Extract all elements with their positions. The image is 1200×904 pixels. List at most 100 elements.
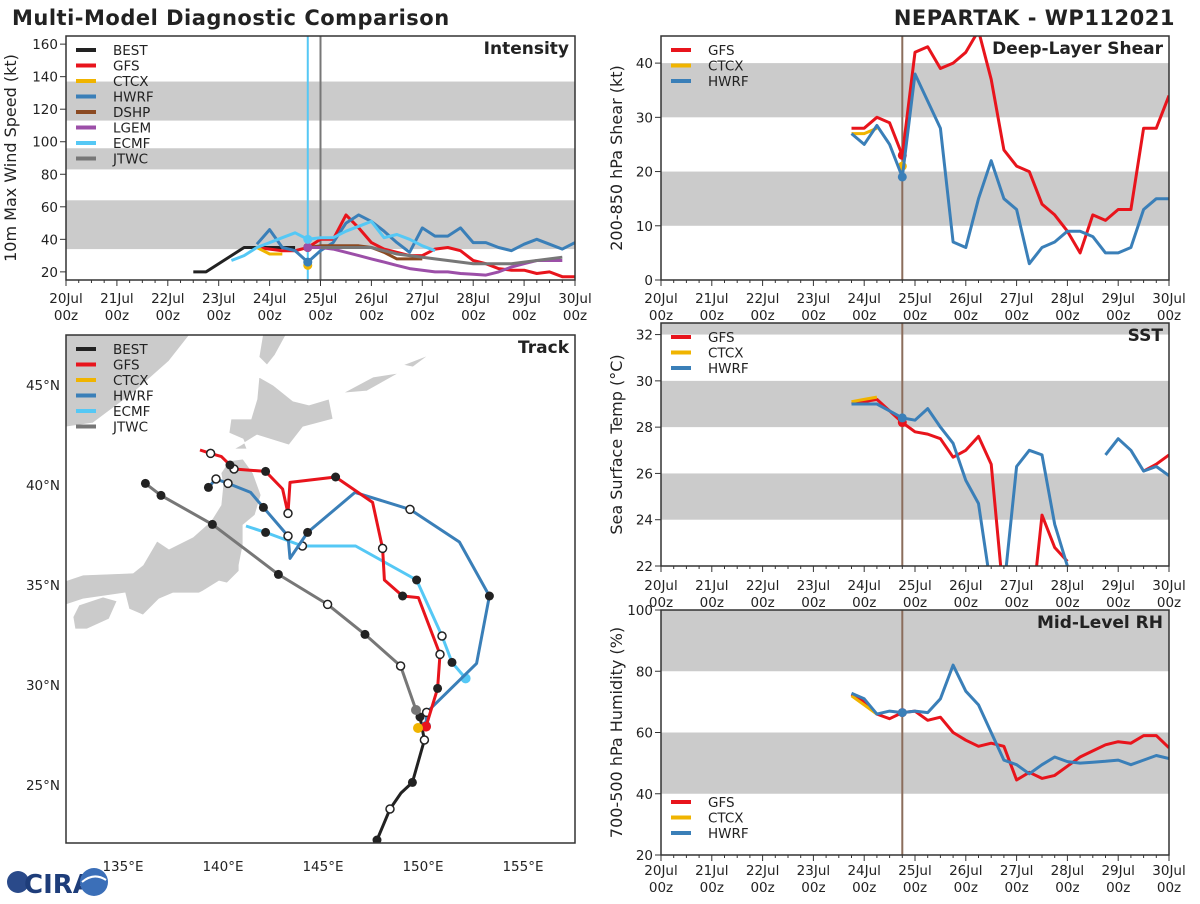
- y-tick-label: 40: [636, 787, 653, 803]
- track-line-best: [372, 716, 426, 843]
- track-point-12z: [437, 631, 447, 641]
- legend-label-hwrf: HWRF: [708, 826, 749, 842]
- x-tick-label-hour: 00z: [700, 308, 724, 324]
- x-tick-label-hour: 00z: [1055, 880, 1079, 896]
- x-tick-label-date: 21Jul: [695, 291, 728, 307]
- cira-logo: CIRA: [7, 868, 108, 900]
- shaded-band: [661, 473, 1169, 520]
- x-tick-label-date: 21Jul: [695, 578, 728, 594]
- x-tick-label-date: 30Jul: [558, 291, 591, 307]
- y-tick-label: 28: [636, 420, 653, 436]
- track-point-00z: [258, 502, 268, 512]
- y-tick-label: 24: [636, 513, 653, 529]
- x-tick-label-hour: 00z: [105, 308, 129, 324]
- lon-tick-label: 155°E: [502, 859, 543, 875]
- y-tick-label: 30: [636, 374, 653, 390]
- x-tick-label-hour: 00z: [54, 308, 78, 324]
- x-tick-label-date: 21Jul: [100, 291, 133, 307]
- y-tick-label: 22: [636, 559, 653, 575]
- series-line-hwrf: [850, 72, 1169, 266]
- track-point-12z: [211, 474, 221, 484]
- lat-tick-label: 30°N: [26, 678, 60, 694]
- x-tick-label-hour: 00z: [461, 308, 485, 324]
- track-point-00z: [415, 712, 425, 722]
- x-tick-label-date: 29Jul: [1101, 291, 1134, 307]
- x-tick-label-date: 25Jul: [304, 291, 337, 307]
- x-tick-label-hour: 00z: [1157, 308, 1181, 324]
- current-point-hwrf: [897, 708, 907, 718]
- x-tick-label-date: 23Jul: [202, 291, 235, 307]
- x-tick-label-hour: 00z: [1004, 880, 1028, 896]
- track-point-00z: [447, 657, 457, 667]
- x-tick-label-hour: 00z: [563, 308, 587, 324]
- legend-label-gfs: GFS: [708, 330, 735, 346]
- x-tick-label-date: 22Jul: [151, 291, 184, 307]
- track-point-12z: [385, 804, 395, 814]
- shaded-band: [661, 171, 1169, 226]
- legend-label-hwrf: HWRF: [113, 389, 154, 405]
- y-tick-label: 100: [627, 603, 653, 619]
- track-point-12z: [283, 508, 293, 519]
- y-tick-label: 0: [644, 273, 653, 289]
- x-tick-label-hour: 00z: [1157, 880, 1181, 896]
- track-point-12z: [377, 543, 388, 554]
- panel-title: Track: [518, 338, 570, 358]
- x-tick-label-date: 24Jul: [847, 863, 880, 879]
- lat-tick-label: 45°N: [26, 378, 60, 394]
- landmass: [222, 376, 334, 456]
- x-tick-label-hour: 00z: [1004, 595, 1028, 611]
- track-start-ctcx: [413, 723, 423, 733]
- track-point-12z: [395, 661, 406, 671]
- x-tick-label-date: 27Jul: [406, 291, 439, 307]
- x-tick-label-hour: 00z: [649, 880, 673, 896]
- y-tick-label: 32: [636, 328, 653, 344]
- panel-sst: 22242628303220Jul00z21Jul00z22Jul00z23Ju…: [607, 322, 1186, 611]
- legend-label-ctcx: CTCX: [113, 373, 149, 389]
- x-tick-label-hour: 00z: [1055, 308, 1079, 324]
- y-tick-label: 60: [636, 726, 653, 742]
- y-tick-label: 20: [636, 165, 653, 181]
- legend-label-ctcx: CTCX: [113, 74, 149, 90]
- x-tick-label-date: 28Jul: [456, 291, 489, 307]
- panel-intensity: 2040608010012014016020Jul00z21Jul00z22Ju…: [1, 35, 592, 324]
- x-tick-label-hour: 00z: [903, 308, 927, 324]
- shaded-band: [661, 323, 1169, 335]
- x-tick-label-date: 30Jul: [1152, 578, 1185, 594]
- panel-track: 135°E 140°E 145°E 150°E 155°E 45°N 40°N 35°N 30°…: [26, 334, 576, 875]
- x-tick-label-hour: 00z: [700, 595, 724, 611]
- track-point-12z: [435, 649, 445, 660]
- legend-label-hwrf: HWRF: [113, 90, 154, 106]
- x-tick-label-date: 27Jul: [1000, 291, 1033, 307]
- landmass: [72, 596, 118, 630]
- shaded-band: [661, 63, 1169, 118]
- x-tick-label-hour: 00z: [1157, 595, 1181, 611]
- track-point-00z: [331, 472, 341, 482]
- x-tick-label-date: 30Jul: [1152, 863, 1185, 879]
- series-line-ctcx: [851, 395, 878, 404]
- track-point-00z: [140, 478, 150, 488]
- panel-title: SST: [1128, 326, 1164, 346]
- x-tick-label-date: 23Jul: [797, 578, 830, 594]
- y-tick-label: 120: [32, 102, 58, 118]
- map-frame: [65, 334, 576, 844]
- y-axis-label: 10m Max Wind Speed (kt): [1, 54, 20, 262]
- legend-label-ctcx: CTCX: [708, 59, 744, 75]
- y-tick-label: 40: [41, 232, 58, 248]
- track-point-00z: [207, 519, 217, 529]
- legend-label-gfs: GFS: [113, 358, 140, 374]
- y-tick-label: 30: [636, 110, 653, 126]
- track-point-00z: [484, 591, 494, 601]
- panel-title: Intensity: [484, 39, 569, 59]
- track-point-12z: [205, 448, 216, 459]
- x-tick-label-hour: 00z: [207, 308, 231, 324]
- x-tick-label-hour: 00z: [257, 308, 281, 324]
- y-tick-label: 20: [41, 265, 58, 281]
- legend-label-hwrf: HWRF: [708, 74, 749, 90]
- track-point-00z: [273, 569, 283, 579]
- y-tick-label: 100: [32, 135, 58, 151]
- x-tick-label-date: 22Jul: [746, 578, 779, 594]
- x-tick-label-hour: 00z: [1106, 308, 1130, 324]
